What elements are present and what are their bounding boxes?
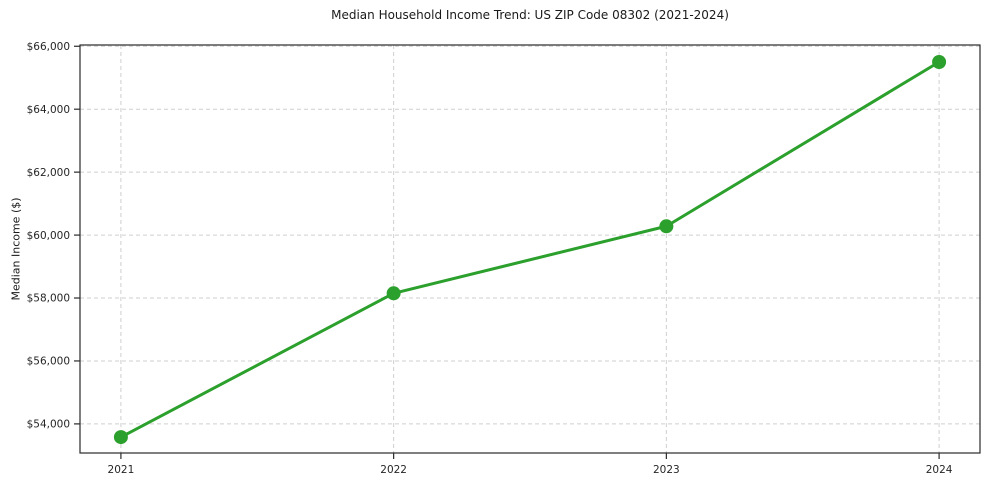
chart-title: Median Household Income Trend: US ZIP Co… [331,8,729,22]
data-point-2024 [932,54,947,69]
y-tick-label: $60,000 [27,230,70,242]
plot-border [79,44,981,454]
income-trend-line [119,60,941,439]
y-tick-label: $54,000 [27,419,70,431]
y-tick-label: $62,000 [27,167,70,179]
x-tick-label: 2021 [108,464,135,476]
data-point-2022 [386,286,401,301]
y-tick-label: $64,000 [27,104,70,116]
data-point-2021 [113,430,128,445]
y-tick-label: $56,000 [27,356,70,368]
x-tick-label: 2023 [653,464,680,476]
x-tick-label: 2022 [380,464,407,476]
y-tick-label: $58,000 [27,293,70,305]
y-tick-label: $66,000 [27,41,70,53]
data-point-2023 [659,219,674,234]
x-tick-label: 2024 [926,464,953,476]
